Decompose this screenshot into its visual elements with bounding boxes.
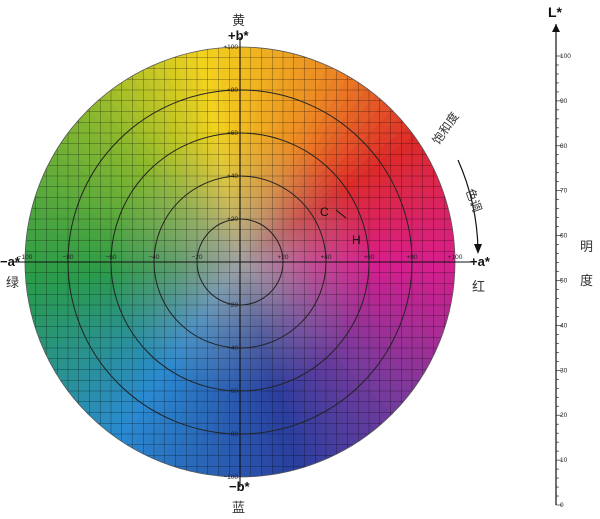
lightness-tick-label: 80 xyxy=(560,143,568,150)
a-tick-label: +100 xyxy=(448,254,463,261)
hue-saturation-arrows: CH xyxy=(320,159,482,254)
a-tick-label: +40 xyxy=(320,254,331,261)
a-tick-label: −20 xyxy=(191,254,202,261)
hue-marker-label: H xyxy=(352,233,361,247)
label-plus-b: +b* xyxy=(228,28,249,43)
lightness-tick-label: 10 xyxy=(560,457,568,464)
a-tick-label: −80 xyxy=(62,254,73,261)
label-green: 绿 xyxy=(6,276,20,291)
b-tick-label: +60 xyxy=(227,130,238,137)
b-tick-label: +80 xyxy=(227,87,238,94)
label-plus-a: +a* xyxy=(470,254,490,269)
label-yellow: 黄 xyxy=(232,14,246,29)
label-lightness-1: 明 xyxy=(580,240,594,255)
ab-tick-labels: −100 −80 −60 −40 −20 +20 +40 +60 +80 +100 +100 +80 +… xyxy=(18,44,463,481)
ab-axes xyxy=(12,37,473,487)
lightness-tick-label: 40 xyxy=(560,322,568,329)
lightness-scale: 0 10 20 30 40 50 60 70 80 90 100 xyxy=(552,24,571,509)
b-tick-label: +40 xyxy=(227,173,238,180)
lightness-arrowhead xyxy=(552,24,560,32)
b-tick-label: −20 xyxy=(227,302,238,309)
b-tick-label: −100 xyxy=(223,474,238,481)
a-tick-label: −100 xyxy=(18,254,33,261)
lightness-tick-label: 100 xyxy=(560,53,571,60)
a-tick-label: −40 xyxy=(148,254,159,261)
label-lightness-2: 度 xyxy=(580,274,594,289)
lightness-tick-label: 60 xyxy=(560,233,568,240)
a-tick-label: +20 xyxy=(277,254,288,261)
b-tick-label: +100 xyxy=(223,44,238,51)
a-tick-label: +60 xyxy=(363,254,374,261)
label-red: 红 xyxy=(472,280,486,295)
label-lightness-axis: L* xyxy=(548,4,562,20)
chroma-marker-label: C xyxy=(320,205,329,219)
lightness-tick-label: 30 xyxy=(560,367,568,374)
a-tick-label: −60 xyxy=(105,254,116,261)
lightness-tick-label: 0 xyxy=(560,502,564,509)
b-tick-label: −40 xyxy=(227,345,238,352)
label-blue: 蓝 xyxy=(232,501,246,516)
lightness-tick-label: 20 xyxy=(560,412,568,419)
label-minus-b: −b* xyxy=(229,479,250,494)
lightness-tick-label: 90 xyxy=(560,98,568,105)
chroma-pointer xyxy=(335,209,347,219)
label-minus-a: −a* xyxy=(0,254,20,269)
a-tick-label: +80 xyxy=(406,254,417,261)
b-tick-label: −80 xyxy=(227,431,238,438)
b-tick-label: +20 xyxy=(227,216,238,223)
lightness-tick-label: 70 xyxy=(560,188,568,195)
hue-arrowhead xyxy=(474,244,482,254)
lightness-tick-label: 50 xyxy=(560,278,568,285)
hue-arc-arrow xyxy=(457,159,479,251)
b-tick-label: −60 xyxy=(227,388,238,395)
